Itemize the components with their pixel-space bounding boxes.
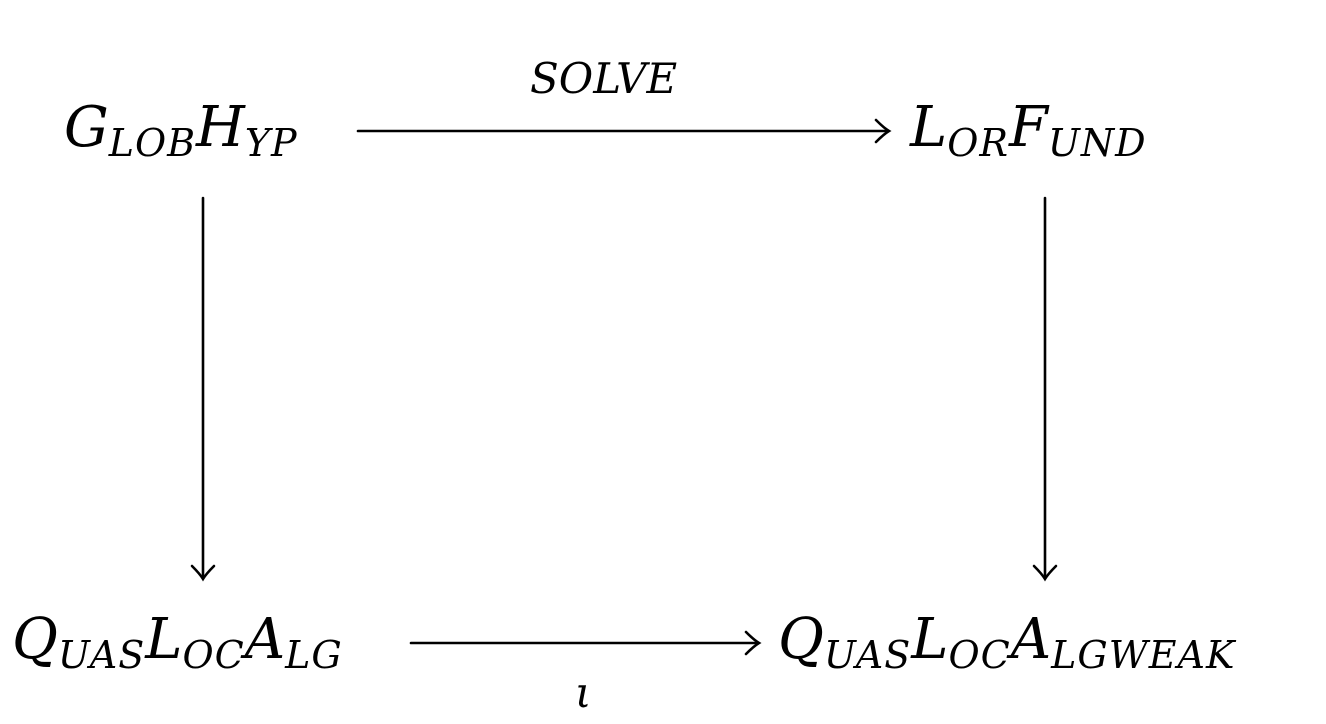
node-quas-loc-algweak-main-1: Q bbox=[778, 607, 824, 672]
node-glob-hyp-main-2: H bbox=[196, 95, 245, 160]
arrow-right-vertical bbox=[1032, 196, 1058, 582]
node-quas-loc-algweak-main-2: L bbox=[911, 607, 949, 672]
node-quas-loc-algweak-sub-1: UAS bbox=[823, 633, 912, 677]
node-quas-loc-alg-sub-2: OC bbox=[182, 633, 245, 677]
node-lor-fund-sub-2: UND bbox=[1047, 121, 1147, 165]
node-quas-loc-alg: QUASLOCALG bbox=[12, 612, 343, 677]
node-glob-hyp-sub-1: LOB bbox=[108, 121, 197, 165]
node-quas-loc-algweak-main-3: A bbox=[1010, 607, 1052, 672]
node-lor-fund-main-1: L bbox=[910, 95, 948, 160]
arrow-bottom-label: ι bbox=[575, 668, 592, 717]
node-glob-hyp-main-1: G bbox=[64, 95, 109, 160]
node-lor-fund: LORFUND bbox=[910, 100, 1147, 165]
arrow-top-label: SOLVE bbox=[530, 54, 678, 103]
node-glob-hyp-sub-2: YP bbox=[244, 121, 298, 165]
node-quas-loc-alg-sub-1: UAS bbox=[57, 633, 146, 677]
node-quas-loc-alg-main-1: Q bbox=[12, 607, 58, 672]
node-glob-hyp: GLOBHYP bbox=[64, 100, 298, 165]
node-quas-loc-alg-main-3: A bbox=[244, 607, 286, 672]
node-lor-fund-main-2: F bbox=[1008, 95, 1048, 160]
node-quas-loc-algweak: QUASLOCALGWEAK bbox=[778, 612, 1236, 677]
node-quas-loc-alg-main-2: L bbox=[145, 607, 183, 672]
arrow-left-vertical bbox=[190, 196, 216, 582]
node-quas-loc-algweak-sub-2: OC bbox=[948, 633, 1011, 677]
node-lor-fund-sub-1: OR bbox=[947, 121, 1009, 165]
node-quas-loc-algweak-sub-3: LGWEAK bbox=[1051, 633, 1236, 677]
arrow-bottom-iota bbox=[409, 630, 762, 656]
arrow-top-solve bbox=[356, 118, 892, 144]
node-quas-loc-alg-sub-3: LG bbox=[285, 633, 343, 677]
